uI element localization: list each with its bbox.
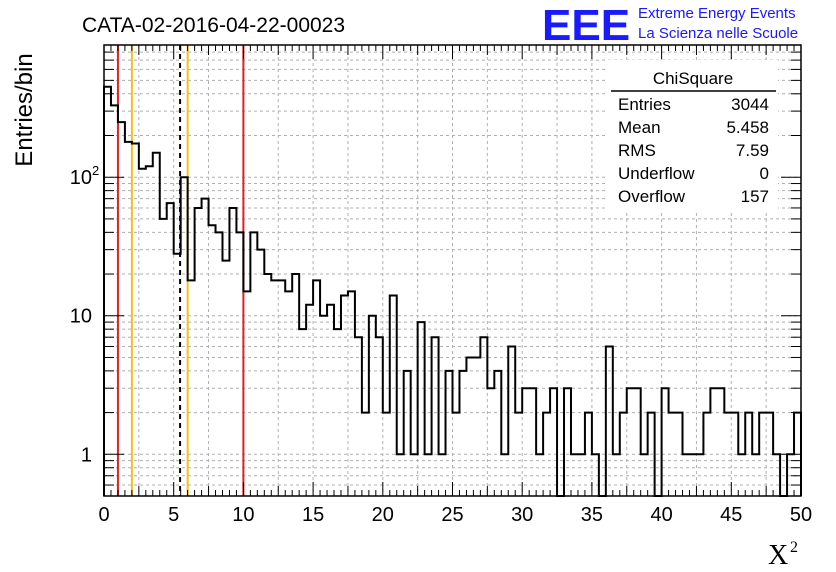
logo-eee-text: EEE [542,1,630,50]
stats-row-value: 157 [741,187,769,206]
stats-row-value: 7.59 [736,141,769,160]
x-axis-label-superscript: 2 [790,539,798,556]
stats-box-background [607,60,778,210]
x-tick-label: 35 [581,504,603,526]
chart-title: CATA-02-2016-04-22-00023 [82,14,345,37]
stats-box-title: ChiSquare [653,69,733,88]
y-axis-label: Entries/bin [11,53,38,166]
x-tick-label: 0 [98,504,109,526]
reference-lines [116,45,245,496]
logo-line-2: La Scienza nelle Scuole [638,25,798,42]
stats-box: ChiSquare Entries 3044 Mean 5.458 RMS 7.59 Und… [607,60,778,210]
plot-frame [103,44,802,497]
stats-row-label: Underflow [618,164,695,183]
y-tick-label: 10 [70,167,92,189]
eee-logo: EEE Extreme Energy Events La Scienza nel… [542,1,798,50]
y-tick-label-exponent: 2 [92,163,99,178]
x-tick-label: 20 [372,504,394,526]
x-tick-label: 30 [511,504,533,526]
stats-row-label: RMS [618,141,656,160]
stats-row-value: 0 [760,164,769,183]
axis-ticks [103,44,802,497]
x-tick-label: 25 [441,504,463,526]
y-tick-label: 10 [70,306,92,328]
logo-line-1: Extreme Energy Events [638,5,796,22]
y-tick-label: 1 [81,444,92,466]
x-tick-label: 50 [790,504,812,526]
x-tick-labels: 0 5 10 15 20 25 30 35 40 45 50 [98,504,812,526]
stats-row-label: Overflow [618,187,686,206]
x-tick-label: 15 [302,504,324,526]
x-axis-label: X [768,540,788,571]
x-tick-label: 45 [720,504,742,526]
stats-row-value: 5.458 [726,118,769,137]
stats-row-value: 3044 [731,95,769,114]
stats-row-label: Entries [618,95,671,114]
stats-row-label: Mean [618,118,661,137]
x-tick-label: 40 [650,504,672,526]
stats-rows: Entries 3044 Mean 5.458 RMS 7.59 Underflow 0 Ove… [618,95,769,206]
histogram-line [103,85,802,497]
x-tick-label: 5 [168,504,179,526]
x-tick-label: 10 [232,504,254,526]
